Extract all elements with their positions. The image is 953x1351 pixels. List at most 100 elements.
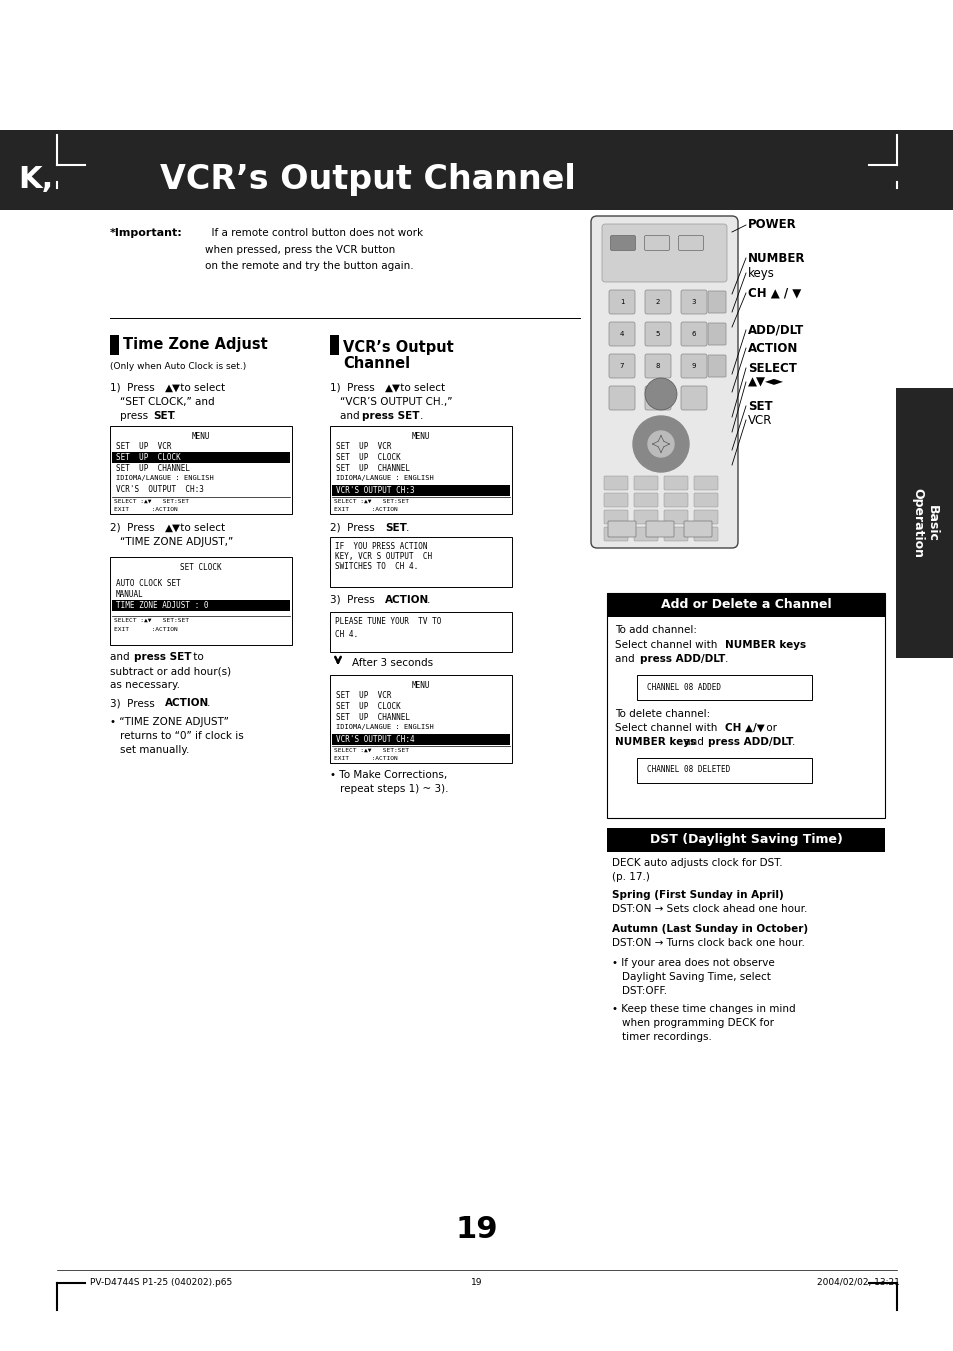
- Text: SET: SET: [385, 523, 406, 534]
- Text: SET  UP  VCR: SET UP VCR: [335, 690, 391, 700]
- Text: To add channel:: To add channel:: [615, 626, 697, 635]
- Text: Daylight Saving Time, select: Daylight Saving Time, select: [621, 971, 770, 982]
- Text: .: .: [419, 411, 423, 422]
- Text: DST:ON → Sets clock ahead one hour.: DST:ON → Sets clock ahead one hour.: [612, 904, 806, 915]
- Text: “TIME ZONE ADJUST,”: “TIME ZONE ADJUST,”: [120, 536, 233, 547]
- Text: VCR: VCR: [747, 413, 772, 427]
- FancyBboxPatch shape: [645, 521, 673, 536]
- Text: PV-D4744S P1-25 (040202).p65: PV-D4744S P1-25 (040202).p65: [90, 1278, 232, 1288]
- Text: on the remote and try the button again.: on the remote and try the button again.: [205, 261, 414, 272]
- Text: when programming DECK for: when programming DECK for: [621, 1019, 773, 1028]
- Text: SET: SET: [152, 411, 174, 422]
- Text: and: and: [339, 411, 362, 422]
- Text: ACTION: ACTION: [385, 594, 429, 605]
- Text: Add or Delete a Channel: Add or Delete a Channel: [660, 598, 830, 612]
- Text: K,: K,: [18, 166, 53, 195]
- Text: MANUAL: MANUAL: [116, 590, 144, 598]
- Text: to: to: [190, 653, 204, 662]
- Text: SET  UP  VCR: SET UP VCR: [335, 442, 391, 451]
- Bar: [637, 758, 811, 784]
- Text: SET  UP  CLOCK: SET UP CLOCK: [116, 453, 180, 462]
- Text: *Important:: *Important:: [110, 228, 183, 238]
- Text: DECK auto adjusts clock for DST.: DECK auto adjusts clock for DST.: [612, 858, 781, 867]
- FancyBboxPatch shape: [683, 521, 711, 536]
- FancyBboxPatch shape: [603, 493, 627, 507]
- Bar: [332, 485, 510, 496]
- FancyBboxPatch shape: [707, 290, 725, 313]
- FancyBboxPatch shape: [693, 476, 718, 490]
- Text: EXIT      :ACTION: EXIT :ACTION: [334, 757, 397, 761]
- FancyBboxPatch shape: [603, 476, 627, 490]
- Text: Spring (First Sunday in April): Spring (First Sunday in April): [612, 890, 783, 900]
- Text: SET  UP  CHANNEL: SET UP CHANNEL: [116, 463, 190, 473]
- Text: SET  UP  CLOCK: SET UP CLOCK: [335, 703, 400, 711]
- FancyBboxPatch shape: [610, 235, 635, 250]
- Text: After 3 seconds: After 3 seconds: [352, 658, 433, 667]
- FancyBboxPatch shape: [680, 290, 706, 313]
- Text: DST:ON → Turns clock back one hour.: DST:ON → Turns clock back one hour.: [612, 938, 804, 948]
- Text: returns to “0” if clock is: returns to “0” if clock is: [120, 731, 244, 740]
- Text: as necessary.: as necessary.: [110, 680, 180, 690]
- Text: SET: SET: [747, 400, 772, 412]
- Text: SET  UP  CHANNEL: SET UP CHANNEL: [335, 713, 410, 721]
- FancyBboxPatch shape: [644, 386, 670, 409]
- Text: VCR'S  OUTPUT  CH:3: VCR'S OUTPUT CH:3: [116, 485, 204, 494]
- Text: CHANNEL 08 DELETED: CHANNEL 08 DELETED: [646, 766, 729, 774]
- Text: NUMBER keys: NUMBER keys: [724, 640, 805, 650]
- Text: and: and: [680, 738, 706, 747]
- FancyBboxPatch shape: [608, 322, 635, 346]
- Text: SWITCHES TO  CH 4.: SWITCHES TO CH 4.: [335, 562, 417, 571]
- Text: 5: 5: [655, 331, 659, 336]
- Text: VCR'S OUTPUT CH:3: VCR'S OUTPUT CH:3: [335, 486, 415, 494]
- FancyBboxPatch shape: [680, 322, 706, 346]
- Text: VCR’s Output Channel: VCR’s Output Channel: [160, 163, 576, 196]
- FancyBboxPatch shape: [644, 354, 670, 378]
- Text: set manually.: set manually.: [120, 744, 190, 755]
- FancyBboxPatch shape: [634, 493, 658, 507]
- Text: To delete channel:: To delete channel:: [615, 709, 709, 719]
- Text: .: .: [172, 411, 175, 422]
- FancyBboxPatch shape: [678, 235, 702, 250]
- Circle shape: [647, 431, 673, 457]
- FancyBboxPatch shape: [601, 224, 726, 282]
- FancyBboxPatch shape: [644, 290, 670, 313]
- FancyBboxPatch shape: [663, 527, 687, 540]
- Text: to select: to select: [177, 523, 225, 534]
- Text: CH ▲ / ▼: CH ▲ / ▼: [747, 286, 801, 300]
- Text: ADD/DLT: ADD/DLT: [747, 323, 803, 336]
- Text: DST (Daylight Saving Time): DST (Daylight Saving Time): [649, 834, 841, 847]
- Text: repeat steps 1) ~ 3).: repeat steps 1) ~ 3).: [339, 784, 448, 794]
- Bar: [330, 612, 512, 653]
- Text: Time Zone Adjust: Time Zone Adjust: [123, 338, 268, 353]
- Text: 7: 7: [619, 363, 623, 369]
- Text: 1)  Press: 1) Press: [110, 382, 158, 393]
- Text: to select: to select: [177, 382, 225, 393]
- Text: when pressed, press the VCR button: when pressed, press the VCR button: [205, 245, 395, 255]
- Text: CH ▲/▼: CH ▲/▼: [724, 723, 764, 734]
- Text: press SET: press SET: [361, 411, 419, 422]
- Text: 19: 19: [456, 1215, 497, 1244]
- Text: Basic
Operation: Basic Operation: [910, 488, 938, 558]
- FancyBboxPatch shape: [707, 323, 725, 345]
- Text: ▲▼: ▲▼: [165, 382, 181, 393]
- Text: VCR'S OUTPUT CH:4: VCR'S OUTPUT CH:4: [335, 735, 415, 744]
- Text: • “TIME ZONE ADJUST”: • “TIME ZONE ADJUST”: [110, 717, 229, 727]
- Circle shape: [644, 378, 677, 409]
- Bar: [330, 536, 512, 586]
- Bar: [606, 828, 884, 852]
- FancyBboxPatch shape: [693, 493, 718, 507]
- Text: 3)  Press: 3) Press: [110, 698, 158, 708]
- Bar: [330, 676, 512, 763]
- Text: 2)  Press: 2) Press: [110, 523, 158, 534]
- Text: 1)  Press: 1) Press: [330, 382, 377, 393]
- FancyBboxPatch shape: [693, 527, 718, 540]
- Text: SELECT :▲▼   SET:SET: SELECT :▲▼ SET:SET: [113, 617, 189, 623]
- FancyBboxPatch shape: [663, 509, 687, 524]
- Bar: [637, 676, 811, 700]
- Text: AUTO CLOCK SET: AUTO CLOCK SET: [116, 580, 180, 588]
- Text: EXIT      :ACTION: EXIT :ACTION: [113, 627, 177, 632]
- Bar: [110, 426, 292, 513]
- Text: SELECT :▲▼   SET:SET: SELECT :▲▼ SET:SET: [334, 748, 409, 753]
- Text: .: .: [207, 698, 211, 708]
- Text: Select channel with: Select channel with: [615, 723, 720, 734]
